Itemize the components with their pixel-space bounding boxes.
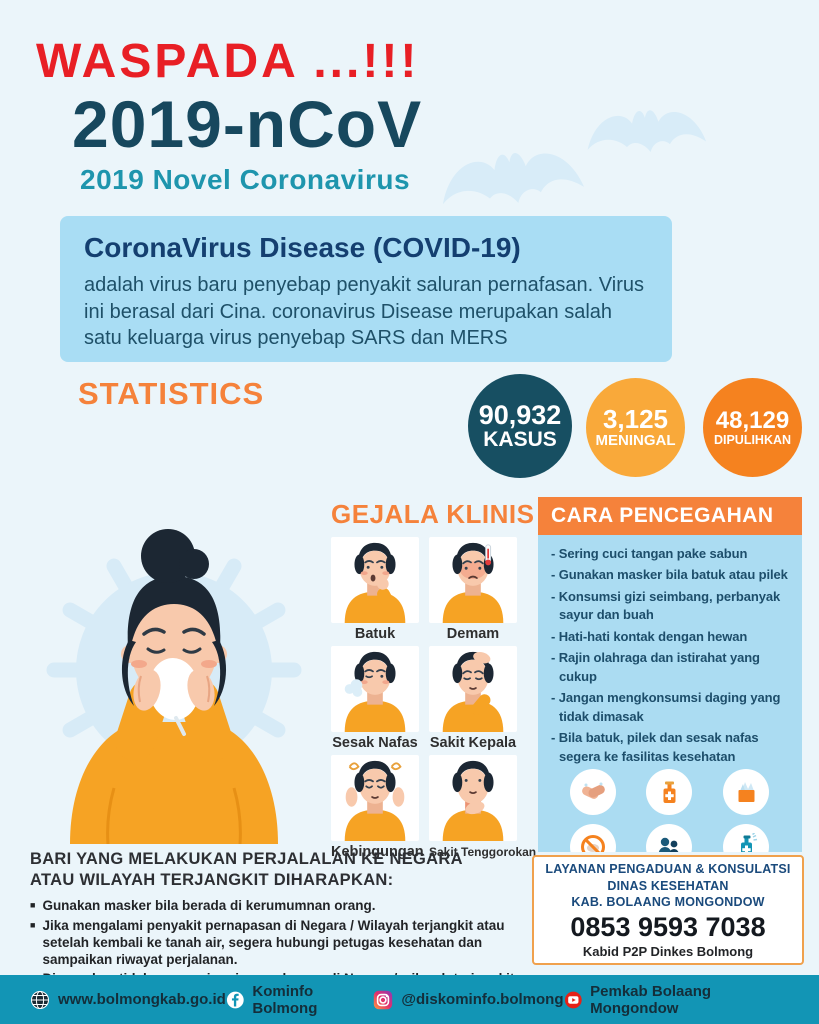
symptom-label: Sakit Tenggorokan: [429, 845, 537, 859]
symptom-batuk: Batuk: [331, 537, 419, 643]
symptom-label: Batuk: [354, 626, 396, 642]
about-covid-box: CoronaVirus Disease (COVID-19) adalah vi…: [60, 216, 672, 362]
prevention-item: Konsumsi gizi seimbang, perbanyak sayur …: [551, 588, 792, 625]
advisory-title-line1: BARI YANG MELAKUKAN PERJALALAN KE NEGARA: [30, 850, 463, 868]
prevention-body: Sering cuci tangan pake sabun Gunakan ma…: [538, 535, 802, 852]
prevention-item: Hati-hati kontak dengan hewan: [551, 628, 792, 646]
symptom-label: Demam: [446, 626, 500, 642]
warning-title: WASPADA ...!!!: [36, 35, 420, 88]
symptom-label: Sesak Nafas: [332, 735, 418, 751]
stat-deaths-value: 3,125: [602, 403, 669, 434]
footer-instagram-link[interactable]: @diskominfo.bolmong: [373, 990, 564, 1010]
contact-person: Kabid P2P Dinkes Bolmong: [582, 943, 754, 959]
about-title: CoronaVirus Disease (COVID-19): [84, 232, 521, 263]
bat-icon: [587, 110, 707, 153]
symptom-label: Kebingungan: [331, 844, 424, 860]
symptom-grid: Batuk: [331, 537, 537, 864]
footer-website-label: www.bolmongkab.go.id: [58, 991, 226, 1008]
stat-deaths-label: MENINGAL: [595, 432, 676, 450]
prevention-item: Bila batuk, pilek dan sesak nafas segera…: [551, 729, 792, 766]
travel-advisory-section: BARI YANG MELAKUKAN PERJALALAN KE NEGARA…: [30, 849, 530, 990]
confusion-person-icon: [344, 760, 406, 841]
short-breath-person-icon: [344, 651, 406, 732]
symptom-demam: Demam: [429, 537, 517, 643]
prevention-item: Rajin olahraga dan istirahat yang cukup: [551, 649, 792, 686]
stat-recovered-circle: 48,129 DIPULIHKAN: [703, 378, 802, 477]
stat-cases-circle: 90,932 KASUS: [468, 374, 572, 478]
advisory-title-line2: ATAU WILAYAH TERJANGKIT DIHARAPKAN:: [30, 870, 394, 889]
symptoms-title: GEJALA KLINIS: [331, 499, 535, 529]
footer-website-link[interactable]: www.bolmongkab.go.id: [30, 990, 226, 1010]
symptoms-section: GEJALA KLINIS: [331, 499, 537, 864]
footer-facebook-label: Kominfo Bolmong: [252, 982, 318, 1017]
advisory-item: Gunakan masker bila berada di kerumumnan…: [30, 897, 530, 914]
prevention-item: Sering cuci tangan pake sabun: [551, 545, 792, 563]
prevention-item: Gunakan masker bila batuk atau pilek: [551, 566, 792, 584]
virus-name-title: 2019-nCoV: [72, 87, 423, 161]
headache-person-icon: [442, 651, 504, 732]
crowd-icon: [646, 823, 693, 852]
stat-recovered-label: DIPULIHKAN: [713, 432, 792, 447]
sore-throat-person-icon: [442, 760, 504, 841]
virus-subtitle: 2019 Novel Coronavirus: [80, 164, 411, 195]
footer-instagram-label: @diskominfo.bolmong: [401, 991, 564, 1008]
prevention-title: CARA PENCEGAHAN: [538, 497, 802, 535]
instagram-icon: [374, 990, 393, 1009]
footer-bar: www.bolmongkab.go.id Kominfo Bolmong: [0, 975, 819, 1024]
advisory-item: Jika mengalami penyakit pernapasan di Ne…: [30, 917, 530, 969]
symptom-kebingungan: Kebingungan: [331, 755, 424, 861]
footer-youtube-link[interactable]: Pemkab Bolaang Mongondow: [564, 983, 789, 1017]
bat-icon: [442, 153, 585, 205]
statistics-title: STATISTICS: [78, 376, 265, 411]
symptom-sakit-kepala: Sakit Kepala: [429, 646, 517, 752]
contact-service-line: LAYANAN PENGADUAN & KONSULATSI: [545, 862, 791, 877]
washing-hands-icon: [570, 768, 617, 815]
footer-facebook-link[interactable]: Kominfo Bolmong: [226, 983, 374, 1017]
spray-bottle-icon: [722, 823, 769, 852]
footer-youtube-label: Pemkab Bolaang Mongondow: [590, 982, 712, 1017]
about-body: adalah virus baru penyebap penyakit salu…: [84, 274, 644, 350]
symptom-sesak-nafas: Sesak Nafas: [331, 646, 419, 752]
globe-icon: [31, 990, 49, 1009]
contact-phone-number: 0853 9593 7038: [570, 912, 766, 943]
contact-region-line: KAB. BOLAANG MONGONDOW: [571, 894, 765, 909]
fever-person-icon: [442, 542, 504, 623]
contact-box: LAYANAN PENGADUAN & KONSULATSI DINAS KES…: [532, 855, 804, 965]
symptom-label: Sakit Kepala: [429, 735, 517, 751]
stat-deaths-circle: 3,125 MENINGAL: [586, 378, 685, 477]
soap-dispenser-icon: [646, 768, 693, 815]
prevention-item: Jangan mengkonsumsi daging yang tidak di…: [551, 689, 792, 726]
sick-woman-illustration: [46, 529, 302, 844]
facebook-icon: [226, 991, 244, 1008]
prevention-list: Sering cuci tangan pake sabun Gunakan ma…: [551, 545, 792, 769]
prevention-icons: [551, 768, 792, 852]
stat-cases-label: KASUS: [483, 428, 557, 452]
no-contact-icon: [570, 823, 617, 852]
prevention-section: CARA PENCEGAHAN Sering cuci tangan pake …: [538, 497, 802, 852]
symptom-sakit-tenggorokan: Sakit Tenggorokan: [429, 755, 537, 861]
youtube-icon: [564, 991, 582, 1008]
stat-recovered-value: 48,129: [715, 407, 790, 435]
stat-cases-value: 90,932: [478, 399, 562, 430]
tissue-box-icon: [722, 768, 769, 815]
contact-agency-line: DINAS KESEHATAN: [607, 878, 729, 893]
coughing-person-icon: [344, 542, 406, 623]
